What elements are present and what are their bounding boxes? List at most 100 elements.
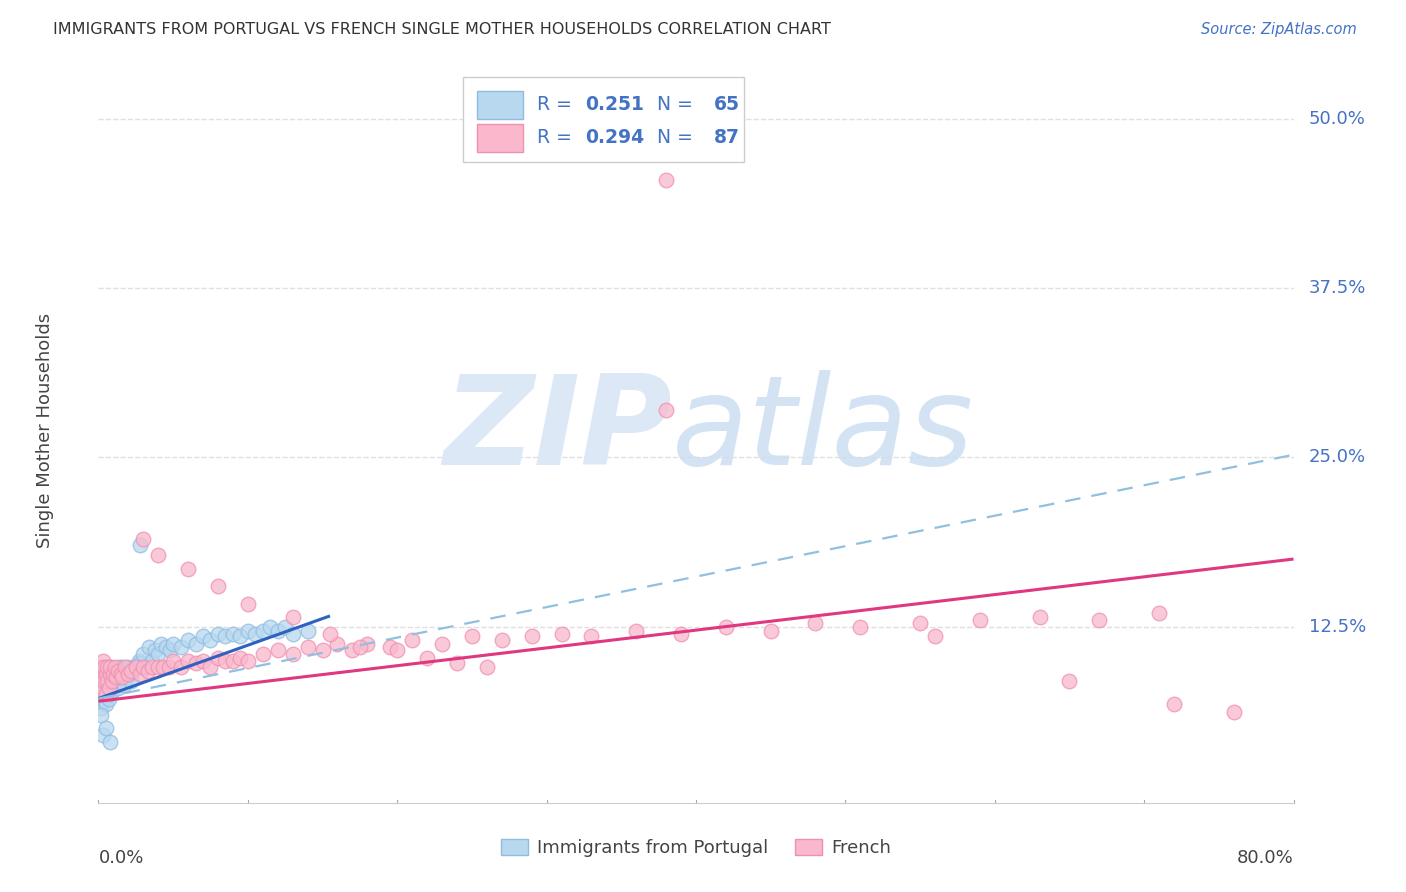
Point	[148, 548, 170, 562]
Point	[207, 626, 229, 640]
Point	[90, 707, 112, 722]
Point	[120, 673, 142, 688]
Text: 0.0%: 0.0%	[98, 849, 143, 867]
Text: 25.0%: 25.0%	[1309, 449, 1367, 467]
Point	[148, 660, 170, 674]
Point	[128, 654, 150, 668]
Point	[378, 640, 401, 654]
Text: ZIP: ZIP	[443, 370, 672, 491]
Point	[90, 701, 112, 715]
Point	[101, 673, 124, 688]
Point	[117, 660, 139, 674]
Point	[112, 678, 135, 692]
Point	[550, 626, 572, 640]
Point	[416, 651, 439, 665]
Point	[120, 665, 142, 679]
Text: N =: N =	[644, 128, 699, 147]
Point	[446, 657, 468, 671]
Point	[93, 673, 115, 688]
Point	[169, 640, 191, 654]
Text: 37.5%: 37.5%	[1309, 279, 1367, 297]
Point	[94, 688, 117, 702]
Point	[430, 637, 453, 651]
Point	[98, 735, 122, 749]
Point	[267, 642, 290, 657]
Point	[1223, 705, 1246, 719]
Point	[157, 660, 180, 674]
Point	[105, 670, 128, 684]
Point	[143, 642, 166, 657]
Point	[969, 613, 991, 627]
Point	[98, 667, 122, 681]
Point	[655, 173, 678, 187]
Point	[129, 667, 152, 681]
Point	[132, 647, 155, 661]
Point	[581, 629, 603, 643]
Point	[91, 654, 114, 668]
Text: 0.294: 0.294	[585, 128, 644, 147]
Point	[91, 688, 114, 702]
Point	[191, 654, 214, 668]
Text: 0.251: 0.251	[585, 95, 644, 114]
Text: R =: R =	[537, 128, 578, 147]
Point	[200, 633, 222, 648]
Point	[804, 615, 827, 630]
Text: atlas: atlas	[672, 370, 974, 491]
Text: Single Mother Households: Single Mother Households	[35, 313, 53, 548]
Text: IMMIGRANTS FROM PORTUGAL VS FRENCH SINGLE MOTHER HOUSEHOLDS CORRELATION CHART: IMMIGRANTS FROM PORTUGAL VS FRENCH SINGL…	[53, 22, 831, 37]
Point	[177, 633, 200, 648]
Point	[319, 626, 342, 640]
Point	[101, 673, 124, 688]
Point	[125, 660, 148, 674]
Point	[1028, 610, 1050, 624]
Point	[115, 670, 138, 684]
Point	[259, 620, 281, 634]
Point	[152, 660, 174, 674]
Text: 12.5%: 12.5%	[1309, 618, 1367, 636]
Point	[461, 629, 484, 643]
Point	[1163, 697, 1185, 711]
Point	[93, 694, 115, 708]
Point	[97, 678, 120, 692]
Point	[103, 683, 125, 698]
Point	[236, 597, 259, 611]
Point	[138, 640, 160, 654]
Text: 80.0%: 80.0%	[1237, 849, 1294, 867]
Point	[89, 667, 111, 681]
Point	[222, 654, 245, 668]
Point	[908, 615, 931, 630]
Point	[349, 640, 371, 654]
Point	[97, 681, 120, 695]
Point	[326, 637, 349, 651]
Point	[90, 660, 112, 674]
Point	[229, 651, 252, 665]
Point	[91, 667, 114, 681]
Point	[136, 665, 159, 679]
Point	[252, 647, 274, 661]
Point	[281, 647, 304, 661]
Point	[200, 660, 222, 674]
Point	[124, 660, 146, 674]
Point	[98, 660, 122, 674]
Point	[125, 660, 148, 674]
Text: N =: N =	[644, 95, 699, 114]
Point	[98, 660, 122, 674]
Point	[129, 657, 152, 671]
Text: 65: 65	[714, 95, 740, 114]
Point	[93, 673, 115, 688]
Point	[252, 624, 274, 638]
Point	[155, 640, 177, 654]
Point	[108, 660, 131, 674]
Point	[229, 629, 252, 643]
Text: R =: R =	[537, 95, 578, 114]
Point	[207, 651, 229, 665]
Point	[274, 620, 297, 634]
Point	[141, 654, 163, 668]
Point	[135, 660, 157, 674]
Point	[236, 624, 259, 638]
Point	[297, 624, 319, 638]
Point	[107, 681, 129, 695]
Point	[121, 665, 143, 679]
Point	[236, 654, 259, 668]
Point	[97, 691, 120, 706]
